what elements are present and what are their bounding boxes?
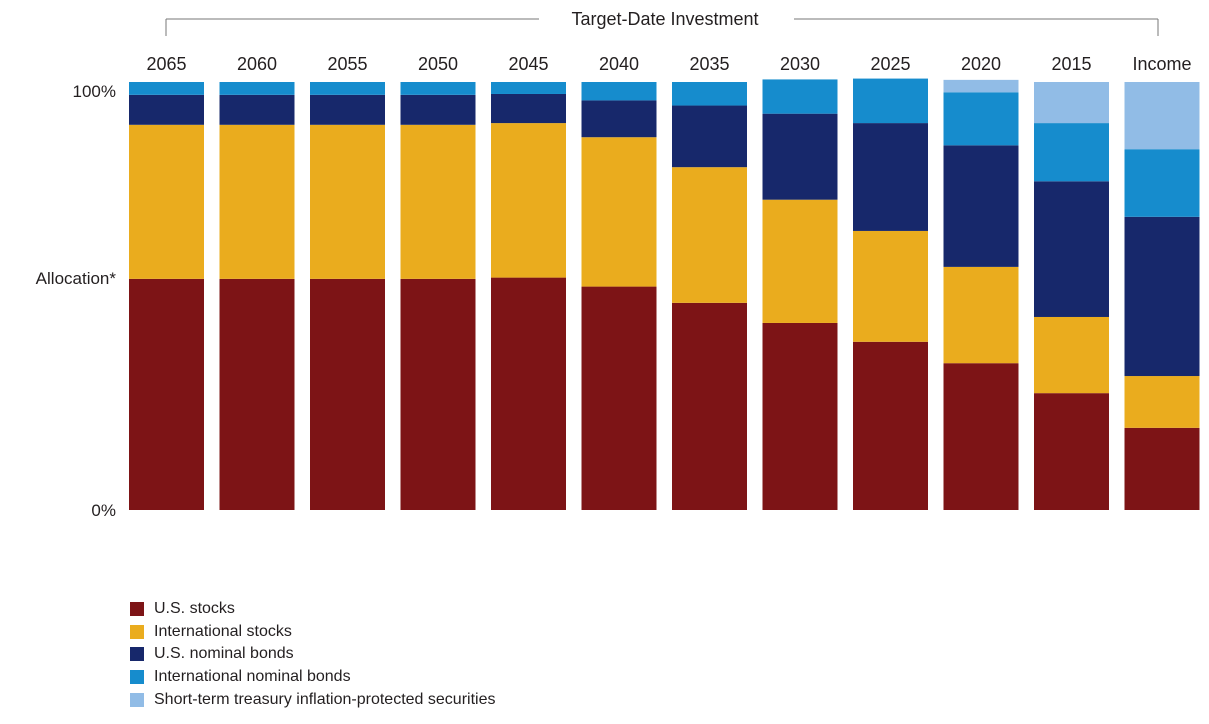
bar-segment-2015-series-0 — [1034, 393, 1109, 510]
legend-swatch — [130, 647, 144, 662]
category-label-2060: 2060 — [237, 54, 277, 74]
category-label-2020: 2020 — [961, 54, 1001, 74]
legend-item-0: U.S. stocks — [130, 598, 495, 621]
bar-segment-2020-series-3 — [943, 92, 1019, 146]
bar-segment-2025-series-2 — [853, 123, 928, 231]
bar-segment-2060-series-3 — [219, 82, 295, 95]
bar-segment-2035-series-3 — [672, 82, 747, 106]
category-label-2040: 2040 — [599, 54, 639, 74]
bar-segment-2045-series-3 — [491, 82, 566, 94]
bar-segment-2050-series-1 — [400, 124, 476, 279]
bar-segment-2040-series-3 — [581, 82, 657, 101]
category-label-income: Income — [1132, 54, 1191, 74]
bar-segment-2020-series-1 — [943, 266, 1019, 364]
category-label-2015: 2015 — [1051, 54, 1091, 74]
bar-segment-2050-series-2 — [400, 94, 476, 125]
bar-segment-2040-series-1 — [581, 137, 657, 287]
bar-segment-2030-series-3 — [762, 79, 838, 114]
legend-label: International nominal bonds — [154, 668, 351, 686]
bar-segment-income-series-1 — [1124, 376, 1200, 428]
bar-segment-income-series-3 — [1124, 149, 1200, 217]
bar-segment-2060-series-1 — [219, 124, 295, 279]
bar-segment-2045-series-2 — [491, 93, 566, 124]
category-labels: 2065 2060 2055 2050 2045 2040 2035 2030 2025 2020… — [146, 54, 1191, 74]
category-label-2025: 2025 — [870, 54, 910, 74]
bar-segment-2040-series-0 — [581, 286, 657, 510]
bars-group — [129, 78, 1200, 510]
bar-segment-2030-series-2 — [762, 113, 838, 200]
category-label-2030: 2030 — [780, 54, 820, 74]
bar-segment-2065-series-2 — [129, 94, 204, 125]
legend-label: Short-term treasury inflation-protected … — [154, 690, 496, 708]
stacked-bar-chart: Target-Date Investment Allocation* 100% … — [36, 9, 1200, 520]
bar-segment-2055-series-1 — [310, 124, 385, 279]
bar-segment-2060-series-0 — [219, 278, 295, 510]
bar-segment-2065-series-1 — [129, 124, 204, 279]
chart-title: Target-Date Investment — [571, 9, 758, 29]
bar-segment-2035-series-1 — [672, 167, 747, 303]
category-label-2065: 2065 — [146, 54, 186, 74]
bar-segment-2025-series-3 — [853, 78, 928, 124]
legend-item-4: Short-term treasury inflation-protected … — [130, 688, 495, 711]
bar-segment-2045-series-1 — [491, 123, 566, 278]
category-label-2050: 2050 — [418, 54, 458, 74]
category-label-2035: 2035 — [689, 54, 729, 74]
bar-segment-2020-series-2 — [943, 145, 1019, 267]
legend-swatch — [130, 602, 144, 617]
legend-item-3: International nominal bonds — [130, 666, 495, 689]
legend-label: U.S. stocks — [154, 600, 235, 618]
bar-segment-income-series-4 — [1124, 82, 1200, 150]
title-bracket — [165, 18, 1159, 36]
bar-segment-2030-series-1 — [762, 199, 838, 323]
bar-segment-2060-series-2 — [219, 94, 295, 125]
y-tick-bottom: 0% — [91, 501, 116, 520]
bar-segment-2020-series-4 — [943, 79, 1019, 93]
bar-segment-2030-series-0 — [762, 322, 838, 510]
bar-segment-2015-series-1 — [1034, 316, 1109, 394]
bar-segment-income-series-2 — [1124, 216, 1200, 377]
bar-segment-2065-series-3 — [129, 82, 204, 95]
bar-segment-2055-series-3 — [310, 82, 385, 95]
bar-segment-income-series-0 — [1124, 427, 1200, 510]
legend-swatch — [130, 692, 144, 707]
bar-segment-2015-series-2 — [1034, 181, 1109, 317]
y-tick-top: 100% — [73, 82, 116, 101]
bar-segment-2015-series-4 — [1034, 82, 1109, 124]
bar-segment-2045-series-0 — [491, 277, 566, 510]
bar-segment-2040-series-2 — [581, 100, 657, 138]
legend-label: U.S. nominal bonds — [154, 645, 294, 663]
bar-segment-2025-series-0 — [853, 341, 928, 510]
bar-segment-2055-series-2 — [310, 94, 385, 125]
legend-label: International stocks — [154, 622, 292, 640]
category-label-2045: 2045 — [508, 54, 548, 74]
legend-item-1: International stocks — [130, 621, 495, 644]
bar-segment-2050-series-3 — [400, 82, 476, 95]
bar-segment-2015-series-3 — [1034, 123, 1109, 182]
bar-segment-2055-series-0 — [310, 278, 385, 510]
legend: U.S. stocks International stocks U.S. nomi… — [130, 598, 495, 711]
legend-swatch — [130, 670, 144, 685]
category-label-2055: 2055 — [327, 54, 367, 74]
bar-segment-2020-series-0 — [943, 363, 1019, 510]
legend-item-2: U.S. nominal bonds — [130, 643, 495, 666]
bar-segment-2035-series-0 — [672, 302, 747, 510]
bar-segment-2050-series-0 — [400, 278, 476, 510]
legend-swatch — [130, 624, 144, 639]
bar-segment-2035-series-2 — [672, 105, 747, 168]
y-axis-label: Allocation* — [36, 269, 117, 288]
bar-segment-2025-series-1 — [853, 230, 928, 342]
bar-segment-2065-series-0 — [129, 278, 204, 510]
